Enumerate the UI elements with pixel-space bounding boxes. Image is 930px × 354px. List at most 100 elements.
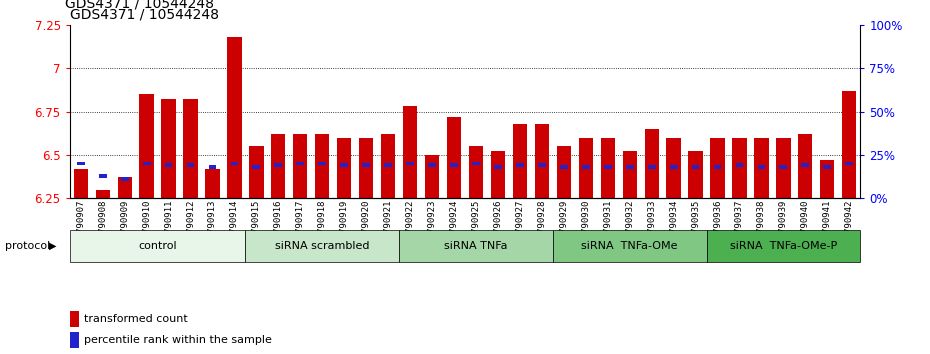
Text: percentile rank within the sample: percentile rank within the sample [84, 335, 272, 345]
Bar [512, 124, 527, 198]
Text: GSM790915: GSM790915 [252, 200, 261, 248]
Bar [491, 152, 505, 198]
Bar [73, 169, 87, 198]
Text: transformed count: transformed count [84, 314, 188, 324]
Text: GSM790930: GSM790930 [581, 200, 591, 248]
Bar [707, 230, 860, 262]
Bar [249, 146, 263, 198]
Bar [406, 162, 414, 165]
Bar [165, 164, 172, 167]
Text: GSM790928: GSM790928 [538, 200, 546, 248]
Text: GDS4371 / 10544248: GDS4371 / 10544248 [70, 7, 219, 21]
Bar [231, 162, 238, 165]
Bar [272, 134, 286, 198]
Bar [183, 99, 198, 198]
Text: GSM790941: GSM790941 [823, 200, 831, 248]
Bar [578, 138, 593, 198]
Text: GSM790913: GSM790913 [208, 200, 217, 248]
Bar [274, 164, 283, 167]
Bar [399, 230, 552, 262]
Text: siRNA  TNFa-OMe-P: siRNA TNFa-OMe-P [730, 241, 837, 251]
Bar [622, 152, 637, 198]
Bar [70, 332, 79, 348]
Text: GSM790907: GSM790907 [76, 200, 86, 248]
Text: GSM790924: GSM790924 [449, 200, 458, 248]
Text: GSM790939: GSM790939 [779, 200, 788, 248]
Bar [711, 138, 724, 198]
Bar [823, 165, 831, 169]
Bar [516, 164, 524, 167]
Bar [337, 138, 352, 198]
Bar [318, 162, 326, 165]
Text: GSM790908: GSM790908 [99, 200, 107, 248]
Bar [359, 138, 373, 198]
Bar [667, 138, 681, 198]
Text: GSM790938: GSM790938 [757, 200, 766, 248]
Bar [582, 165, 590, 169]
Bar [450, 164, 458, 167]
Bar [820, 160, 834, 198]
Bar [779, 165, 788, 169]
Text: GSM790935: GSM790935 [691, 200, 700, 248]
Bar [626, 165, 633, 169]
Bar [187, 164, 194, 167]
Bar [340, 164, 348, 167]
Text: GSM790940: GSM790940 [801, 200, 810, 248]
Text: GSM790929: GSM790929 [559, 200, 568, 248]
Bar [469, 146, 483, 198]
Text: GSM790909: GSM790909 [120, 200, 129, 248]
Bar [692, 165, 699, 169]
Text: GSM790912: GSM790912 [186, 200, 195, 248]
Text: GSM790921: GSM790921 [384, 200, 392, 248]
Bar [206, 169, 219, 198]
Text: ▶: ▶ [49, 241, 57, 251]
Bar [472, 162, 480, 165]
Text: GSM790910: GSM790910 [142, 200, 151, 248]
Bar [845, 162, 853, 165]
Text: GSM790923: GSM790923 [428, 200, 436, 248]
Bar [77, 162, 85, 165]
Text: GSM790937: GSM790937 [735, 200, 744, 248]
Bar [713, 165, 722, 169]
Text: GDS4371 / 10544248: GDS4371 / 10544248 [65, 0, 214, 11]
Text: GSM790936: GSM790936 [713, 200, 722, 248]
Bar [384, 164, 392, 167]
Text: GSM790927: GSM790927 [515, 200, 525, 248]
Text: siRNA TNFa: siRNA TNFa [445, 241, 508, 251]
Text: GSM790931: GSM790931 [604, 200, 612, 248]
Bar [843, 91, 857, 198]
Bar [428, 164, 436, 167]
Bar [754, 138, 768, 198]
Bar [246, 230, 399, 262]
Bar [736, 164, 743, 167]
Bar [557, 146, 571, 198]
Bar [538, 164, 546, 167]
Text: siRNA  TNFa-OMe: siRNA TNFa-OMe [581, 241, 678, 251]
Bar [70, 230, 246, 262]
Bar [494, 165, 502, 169]
Bar [121, 177, 128, 181]
Text: GSM790914: GSM790914 [230, 200, 239, 248]
Bar [293, 134, 308, 198]
Bar [447, 117, 461, 198]
Bar [758, 165, 765, 169]
Bar [777, 138, 790, 198]
Bar [140, 94, 153, 198]
Bar [732, 138, 747, 198]
Bar [560, 165, 567, 169]
Bar [688, 152, 703, 198]
Bar [96, 190, 110, 198]
Text: GSM790922: GSM790922 [405, 200, 415, 248]
Bar [601, 138, 615, 198]
Text: GSM790932: GSM790932 [625, 200, 634, 248]
Text: GSM790926: GSM790926 [494, 200, 502, 248]
Text: control: control [139, 241, 177, 251]
Bar [252, 165, 260, 169]
Bar [315, 134, 329, 198]
Text: GSM790934: GSM790934 [669, 200, 678, 248]
Text: GSM790911: GSM790911 [164, 200, 173, 248]
Text: GSM790918: GSM790918 [318, 200, 326, 248]
Text: GSM790916: GSM790916 [273, 200, 283, 248]
Text: GSM790933: GSM790933 [647, 200, 657, 248]
Bar [798, 134, 813, 198]
